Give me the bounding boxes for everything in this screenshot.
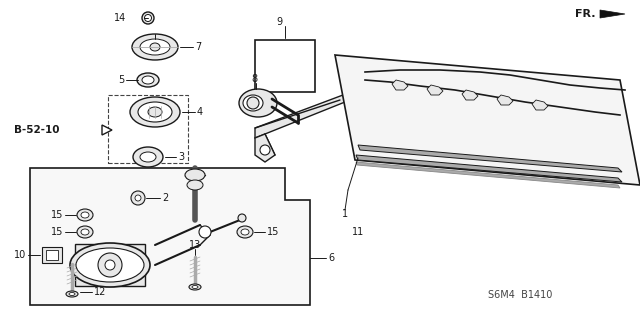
Ellipse shape (137, 73, 159, 87)
Text: 3: 3 (178, 152, 184, 162)
Text: 7: 7 (195, 42, 201, 52)
Text: S6M4  B1410: S6M4 B1410 (488, 290, 552, 300)
Ellipse shape (66, 291, 78, 297)
Circle shape (260, 145, 270, 155)
Ellipse shape (76, 248, 144, 282)
Polygon shape (255, 134, 275, 162)
Polygon shape (532, 100, 548, 110)
Ellipse shape (77, 226, 93, 238)
Polygon shape (497, 95, 513, 105)
Ellipse shape (70, 243, 150, 287)
Text: 5: 5 (118, 75, 124, 85)
Circle shape (247, 97, 259, 109)
Ellipse shape (148, 107, 162, 117)
Ellipse shape (140, 39, 170, 55)
Text: 6: 6 (328, 253, 334, 263)
Polygon shape (30, 168, 310, 305)
Polygon shape (600, 10, 625, 18)
Circle shape (199, 226, 211, 238)
Polygon shape (255, 68, 420, 138)
Polygon shape (462, 90, 478, 100)
Circle shape (98, 253, 122, 277)
Text: 8: 8 (251, 74, 257, 84)
Text: 13: 13 (189, 240, 201, 250)
Ellipse shape (192, 286, 198, 288)
Ellipse shape (187, 180, 203, 190)
Circle shape (238, 214, 246, 222)
Polygon shape (356, 155, 622, 182)
Text: 12: 12 (94, 287, 106, 297)
Ellipse shape (138, 102, 172, 122)
Polygon shape (427, 85, 443, 95)
Text: 15: 15 (51, 210, 63, 220)
Bar (46, 250, 58, 260)
Ellipse shape (77, 209, 93, 221)
Text: FR.: FR. (575, 9, 595, 19)
Ellipse shape (241, 229, 249, 235)
Text: 15: 15 (51, 227, 63, 237)
Text: 10: 10 (13, 250, 26, 260)
Ellipse shape (133, 147, 163, 167)
Ellipse shape (81, 229, 89, 235)
Ellipse shape (130, 97, 180, 127)
Text: 4: 4 (197, 107, 203, 117)
Bar (75, 244, 145, 286)
Ellipse shape (243, 95, 263, 111)
Text: 14: 14 (114, 13, 126, 23)
Text: 9: 9 (276, 17, 282, 27)
Text: 1: 1 (342, 209, 348, 219)
Bar (42, 247, 62, 263)
Ellipse shape (150, 43, 160, 51)
Ellipse shape (237, 226, 253, 238)
Ellipse shape (185, 169, 205, 181)
Ellipse shape (81, 212, 89, 218)
Polygon shape (392, 80, 408, 90)
Ellipse shape (140, 152, 156, 162)
Bar (108, 95, 188, 163)
Ellipse shape (132, 34, 178, 60)
Ellipse shape (239, 89, 277, 117)
Polygon shape (356, 162, 620, 188)
Ellipse shape (142, 76, 154, 84)
Text: 15: 15 (267, 227, 280, 237)
Ellipse shape (189, 284, 201, 290)
Circle shape (142, 12, 154, 24)
Text: 2: 2 (162, 193, 168, 203)
Circle shape (145, 14, 152, 21)
Ellipse shape (69, 293, 75, 295)
Circle shape (131, 191, 145, 205)
Polygon shape (358, 145, 622, 172)
Polygon shape (102, 125, 112, 135)
Circle shape (105, 260, 115, 270)
Circle shape (135, 195, 141, 201)
Text: 11: 11 (352, 227, 364, 237)
Polygon shape (335, 55, 640, 185)
Text: B-52-10: B-52-10 (14, 125, 60, 135)
Bar (255, 40, 315, 92)
